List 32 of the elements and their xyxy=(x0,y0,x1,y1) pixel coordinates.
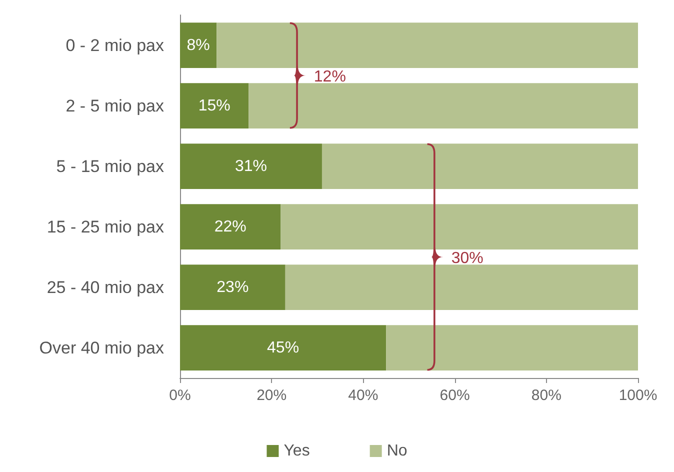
data-label: 45% xyxy=(267,339,300,356)
bar xyxy=(180,83,249,128)
x-tick-label: 100% xyxy=(618,387,658,404)
data-label: 8% xyxy=(186,36,210,54)
legend-label: Yes xyxy=(284,442,310,460)
data-label: 15% xyxy=(198,97,230,114)
annotation: 12% xyxy=(314,68,346,86)
x-tick-label: 40% xyxy=(348,387,378,404)
data-label: 31% xyxy=(234,158,268,175)
x-tick-label: 60% xyxy=(440,387,470,404)
y-tick-label: 2 - 5 mio pax xyxy=(66,96,164,116)
x-tick-label: 20% xyxy=(256,387,287,404)
bar xyxy=(322,144,638,189)
bar xyxy=(180,325,386,370)
bar xyxy=(180,264,286,310)
data-label: 23% xyxy=(216,278,249,296)
y-tick-label: 25 - 40 mio pax xyxy=(46,278,164,297)
y-tick-label: 5 - 15 mio pax xyxy=(56,156,164,176)
x-tick-label: 0% xyxy=(169,387,191,404)
bar xyxy=(180,204,281,250)
y-tick-label: Over 40 mio pax xyxy=(39,338,164,358)
y-tick-label: 15 - 25 mio pax xyxy=(46,217,164,236)
y-tick-label: 0 - 2 mio pax xyxy=(66,36,164,55)
bar xyxy=(280,204,638,250)
bar xyxy=(285,264,638,310)
legend-label: No xyxy=(386,442,408,460)
data-label: 22% xyxy=(214,218,246,236)
bar xyxy=(180,144,322,189)
annotation: 30% xyxy=(451,250,484,267)
x-tick-label: 80% xyxy=(531,387,562,404)
bar xyxy=(180,22,217,68)
bar xyxy=(386,325,638,370)
